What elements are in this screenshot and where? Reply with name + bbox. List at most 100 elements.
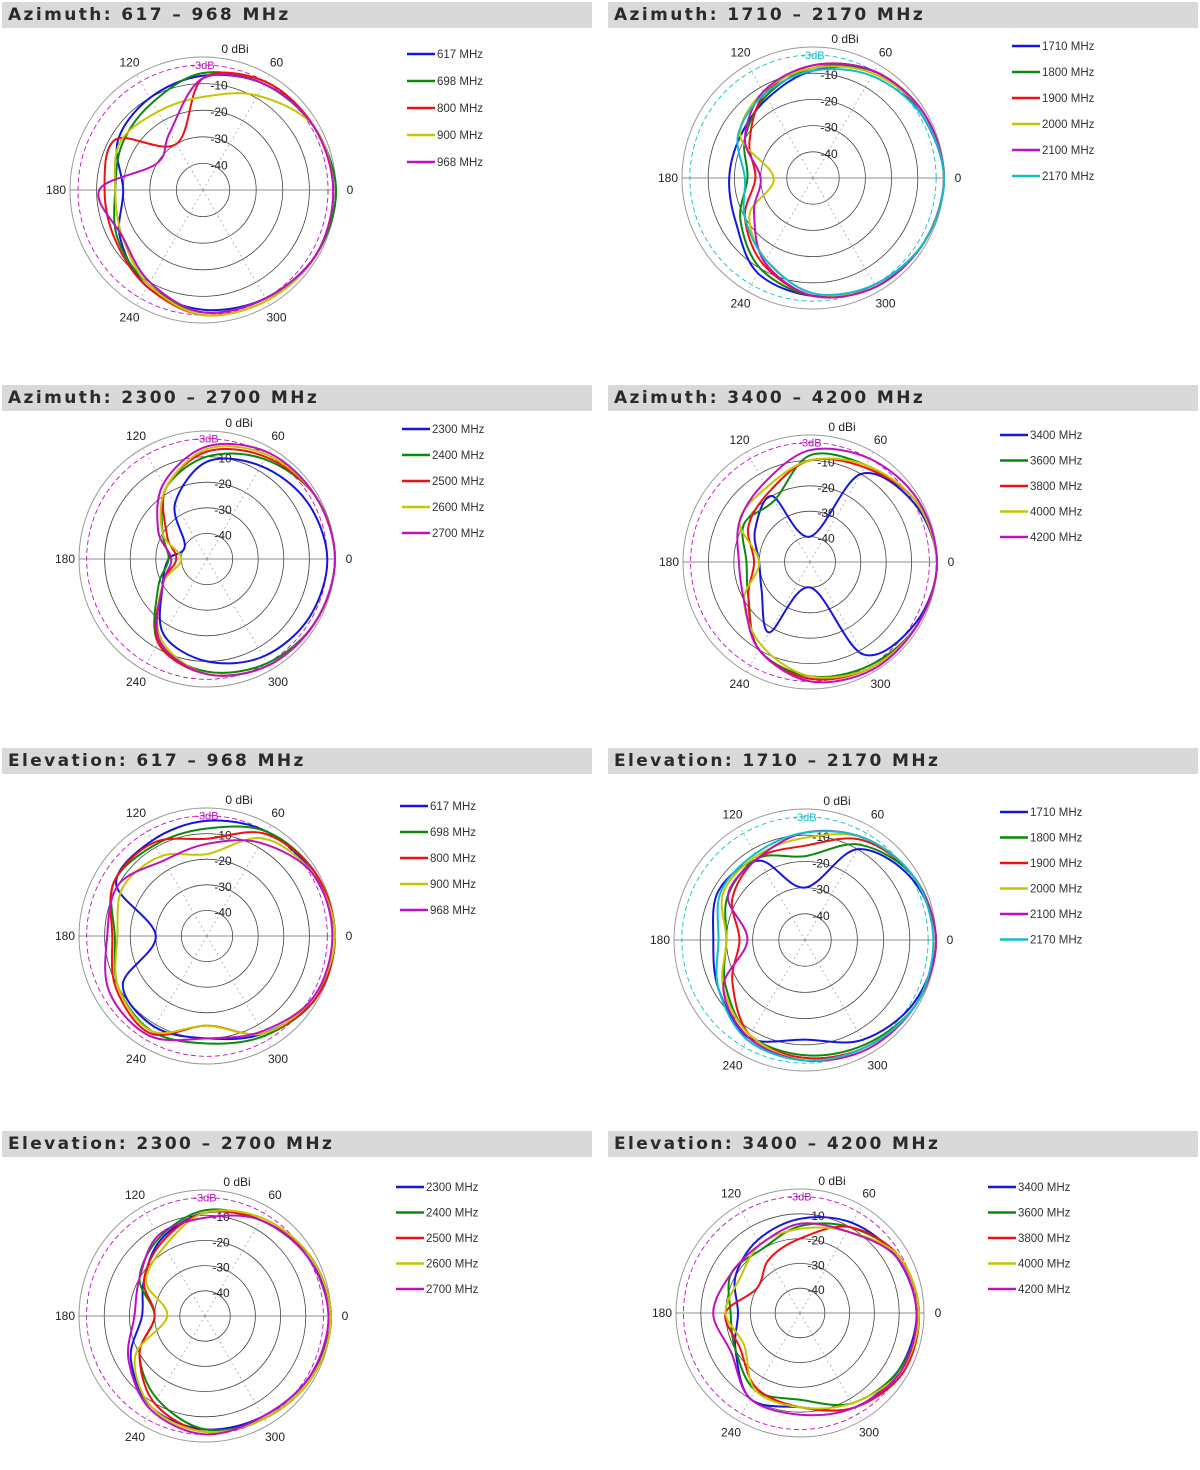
- angle-tick-label: 120: [126, 806, 146, 820]
- ring-tick-label: -10: [212, 1210, 230, 1224]
- grid-spoke: [747, 177, 814, 292]
- angle-tick-label: 240: [722, 1059, 742, 1073]
- grid-spoke: [141, 1206, 206, 1317]
- angle-tick-label: 300: [867, 1059, 887, 1073]
- angle-tick-label: 180: [650, 933, 670, 947]
- legend-label: 800 MHz: [430, 853, 476, 865]
- ring-tick-label: -20: [820, 94, 838, 108]
- ring-tick-label: -30: [817, 506, 835, 520]
- angle-tick-label: 180: [55, 1309, 75, 1323]
- series-line: [110, 825, 337, 1045]
- ring-tick-label: -20: [807, 1234, 825, 1248]
- ring-tick-label: 0 dBi: [818, 1174, 845, 1188]
- grid-spoke: [206, 558, 272, 671]
- angle-tick-label: 0: [342, 1309, 349, 1323]
- panel-header: Elevation: 2300 – 2700 MHz: [2, 1131, 592, 1157]
- ring-tick-label: 0 dBi: [223, 1175, 250, 1189]
- ring-tick-label: 0 dBi: [225, 416, 252, 430]
- ring-tick-label: -20: [817, 481, 835, 495]
- grid-spoke: [739, 939, 806, 1054]
- grid-spoke: [799, 1205, 863, 1314]
- angle-tick-label: 300: [268, 1052, 288, 1066]
- angle-tick-label: 0: [955, 171, 962, 185]
- angle-tick-label: 180: [652, 1306, 672, 1320]
- legend-label: 2600 MHz: [426, 1259, 479, 1271]
- angle-tick-label: 120: [729, 433, 749, 447]
- ring-tick-label: -30: [210, 132, 228, 146]
- ring-tick-label: -40: [212, 1286, 230, 1300]
- series-line: [712, 848, 938, 1044]
- legend-label: 4000 MHz: [1018, 1259, 1071, 1271]
- angle-tick-label: 60: [271, 429, 285, 443]
- grid-spoke: [809, 451, 874, 563]
- series-line: [104, 839, 334, 1042]
- series-line: [133, 1209, 333, 1434]
- panel-header: Azimuth: 617 – 968 MHz: [2, 2, 592, 28]
- legend-label: 2170 MHz: [1042, 171, 1095, 183]
- reference-label: -3dB: [193, 1193, 216, 1205]
- angle-tick-label: 180: [55, 929, 75, 943]
- grid-spoke: [204, 1206, 269, 1317]
- legend-label: 2400 MHz: [426, 1208, 479, 1220]
- ring-tick-label: -20: [214, 477, 232, 491]
- legend-label: 2300 MHz: [432, 424, 485, 436]
- grid-spoke: [136, 189, 204, 306]
- angle-tick-label: 120: [125, 1188, 145, 1202]
- legend-label: 900 MHz: [430, 879, 476, 891]
- panel-header: Azimuth: 3400 – 4200 MHz: [608, 385, 1198, 411]
- grid-spoke: [142, 447, 208, 560]
- reference-label: -3dB: [788, 1191, 811, 1203]
- ring-tick-label: -10: [820, 68, 838, 82]
- angle-tick-label: 240: [119, 310, 139, 324]
- angle-tick-label: 60: [271, 806, 285, 820]
- angle-tick-label: 180: [659, 555, 679, 569]
- ring-tick-label: -30: [812, 883, 830, 897]
- angle-tick-label: 120: [119, 56, 139, 70]
- ring-tick-label: -40: [820, 147, 838, 161]
- ring-tick-label: -40: [214, 905, 232, 919]
- angle-tick-label: 240: [730, 297, 750, 311]
- series-line: [743, 62, 946, 299]
- ring-tick-label: -40: [807, 1283, 825, 1297]
- series-line: [154, 448, 337, 677]
- ring-tick-label: 0 dBi: [828, 420, 855, 434]
- legend-label: 1900 MHz: [1030, 858, 1083, 870]
- angle-tick-label: 240: [729, 677, 749, 691]
- series-line: [736, 447, 939, 684]
- angle-tick-label: 60: [268, 1188, 282, 1202]
- ring-tick-label: -30: [807, 1258, 825, 1272]
- polar-chart: 0 60 120 180 240 300 0 dBi -10 -20 -30 -40 -3dB 1710…: [658, 32, 1095, 311]
- panel-header: Azimuth: 1710 – 2170 MHz: [608, 2, 1198, 28]
- grid-spoke: [804, 826, 871, 941]
- grid-spoke: [737, 1312, 801, 1421]
- ring-tick-label: 0 dBi: [221, 42, 248, 56]
- panel-header: Azimuth: 2300 – 2700 MHz: [2, 385, 592, 411]
- angle-tick-label: 240: [125, 1430, 145, 1444]
- legend-label: 3800 MHz: [1030, 481, 1083, 493]
- series-line: [114, 837, 337, 1036]
- legend-label: 1800 MHz: [1030, 833, 1083, 845]
- legend-label: 4000 MHz: [1030, 507, 1083, 519]
- reference-label: -3dB: [195, 434, 218, 446]
- grid-spoke: [804, 939, 871, 1054]
- angle-tick-label: 0: [935, 1306, 942, 1320]
- legend-label: 2700 MHz: [426, 1284, 479, 1296]
- legend-label: 1710 MHz: [1042, 41, 1095, 53]
- legend-label: 698 MHz: [430, 827, 476, 839]
- panel-header: Elevation: 1710 – 2170 MHz: [608, 748, 1198, 774]
- ring-tick-label: -30: [214, 503, 232, 517]
- legend-label: 3800 MHz: [1018, 1233, 1071, 1245]
- grid-spoke: [142, 824, 208, 937]
- legend-label: 2170 MHz: [1030, 935, 1083, 947]
- angle-tick-label: 240: [126, 675, 146, 689]
- grid-spoke: [746, 451, 811, 563]
- angle-tick-label: 60: [874, 433, 888, 447]
- ring-tick-label: -20: [812, 856, 830, 870]
- series-line: [723, 843, 938, 1057]
- angle-tick-label: 0: [947, 933, 954, 947]
- angle-tick-label: 300: [875, 297, 895, 311]
- angle-tick-label: 0: [346, 929, 353, 943]
- ring-tick-label: -40: [817, 532, 835, 546]
- ring-tick-label: -20: [210, 105, 228, 119]
